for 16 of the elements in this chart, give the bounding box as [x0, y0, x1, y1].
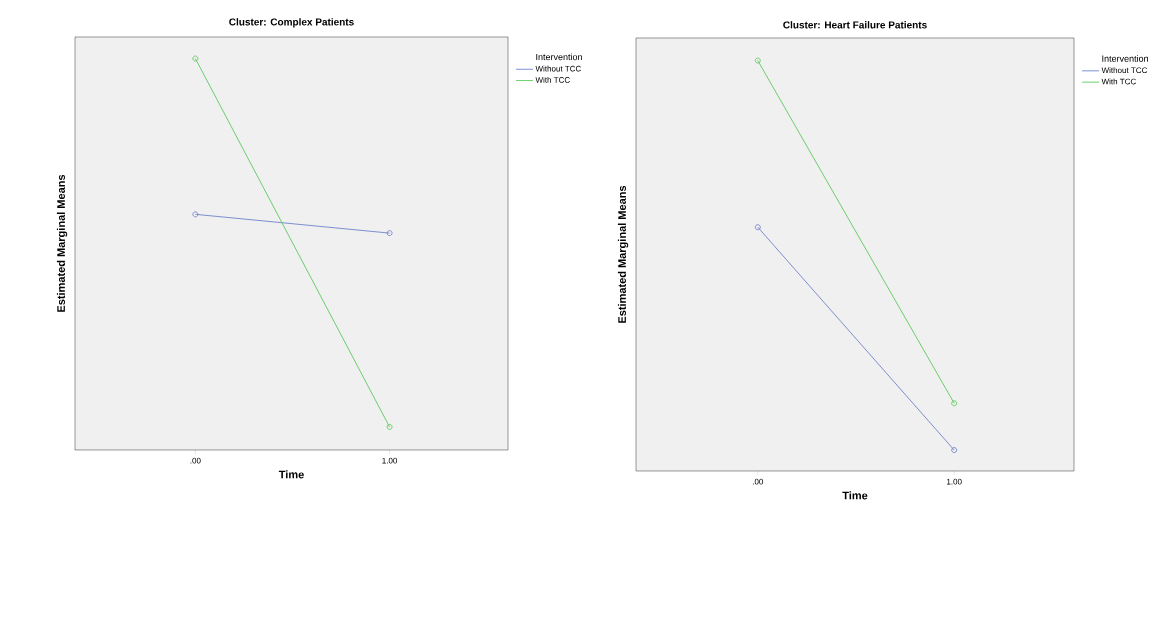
x-tick-label: .00	[190, 457, 201, 464]
legend-title: Intervention	[536, 53, 582, 61]
x-axis-title: Time	[842, 491, 868, 500]
x-tick-label: 1.00	[947, 478, 962, 485]
legend-label: With TCC	[535, 76, 570, 83]
x-tick-label: 1.00	[382, 457, 398, 464]
legend-label: With TCC	[1101, 78, 1136, 85]
legend-label: Without TCC	[1101, 67, 1148, 74]
chart-title: Cluster: Complex Patients	[229, 18, 354, 28]
legend-title: Intervention	[1102, 55, 1148, 62]
x-tick-label: .00	[752, 478, 764, 485]
x-axis-title: Time	[278, 470, 304, 479]
chart-title: Cluster: Heart Failure Patients	[783, 21, 927, 29]
y-axis-title: Estimated Marginal Means	[56, 174, 68, 312]
y-axis-title: Estimated Marginal Means	[617, 185, 629, 323]
legend-label: Without TCC	[535, 65, 581, 72]
